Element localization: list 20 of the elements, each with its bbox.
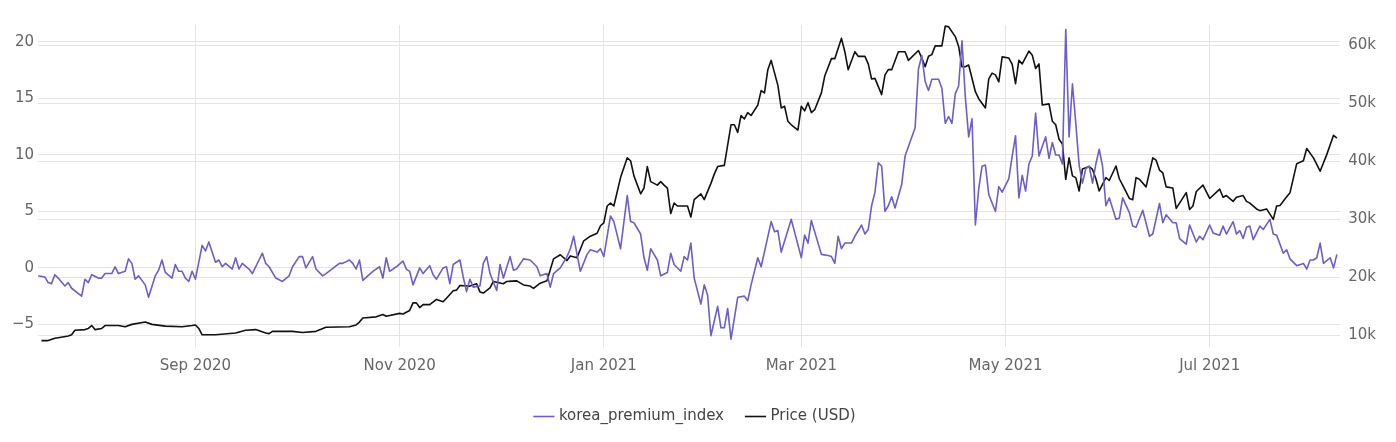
x-tick-label: May 2021 [968,355,1043,374]
y2-tick-label: 10k [1348,325,1377,344]
legend-label: Price (USD) [770,406,856,425]
y-tick-label: 10 [15,144,35,163]
y-tick-label: 0 [24,257,35,276]
y-tick-label: −5 [11,314,35,333]
x-tick-label: Mar 2021 [765,355,837,374]
x-tick-label: Jul 2021 [1178,355,1241,374]
y2-tick-label: 20k [1348,267,1377,286]
legend-label: korea_premium_index [558,406,725,426]
y2-tick-label: 60k [1348,35,1377,54]
x-tick-label: Sep 2020 [159,355,232,374]
y2-tick-label: 50k [1348,93,1377,112]
y2-tick-label: 40k [1348,151,1377,170]
y-tick-label: 5 [24,201,35,220]
x-tick-label: Nov 2020 [363,355,436,374]
y-tick-label: 20 [15,31,35,50]
x-tick-label: Jan 2021 [569,355,637,374]
y2-tick-label: 30k [1348,209,1377,228]
y-tick-label: 15 [15,88,35,107]
